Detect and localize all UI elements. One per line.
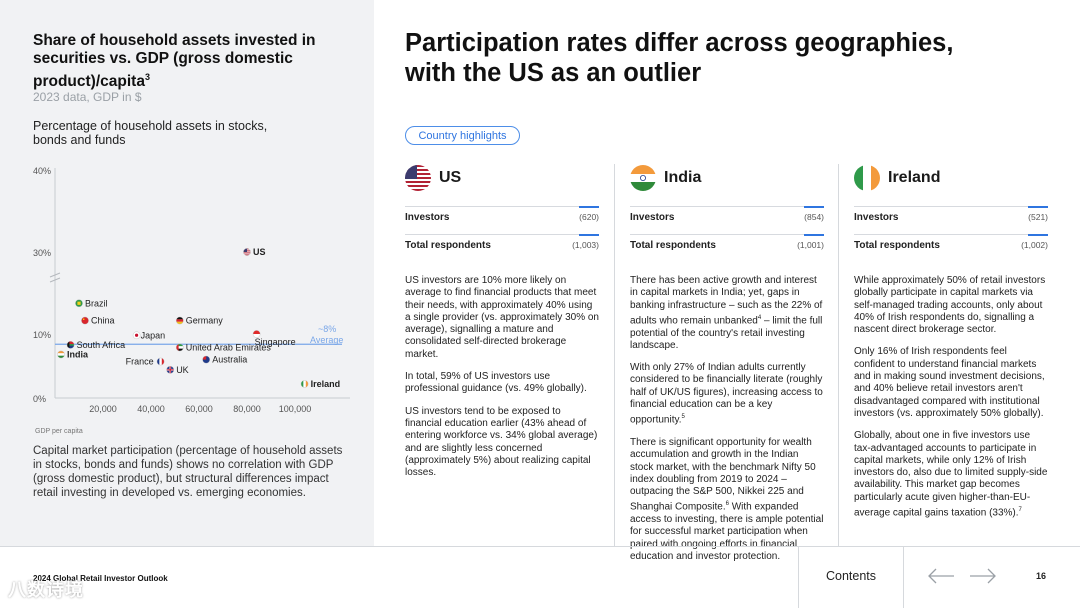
country-highlights-tag[interactable]: Country highlights bbox=[405, 126, 520, 145]
paragraph: Only 16% of Irish respondents feel confi… bbox=[854, 346, 1045, 419]
country-card-ireland: Ireland Investors (521) Total respondents… bbox=[854, 164, 1048, 530]
point-label: Singapore bbox=[255, 337, 296, 347]
paragraph: With only 27% of Indian adults currently… bbox=[630, 362, 823, 426]
y-tick-label: 10% bbox=[33, 330, 51, 340]
y-tick-label: 30% bbox=[33, 248, 51, 258]
column-divider bbox=[838, 164, 839, 546]
x-axis-caption: GDP per capita bbox=[35, 428, 83, 435]
point-label: South Africa bbox=[77, 340, 126, 350]
axis-break-mark bbox=[49, 272, 61, 283]
point-label: Japan bbox=[141, 330, 166, 340]
respondents-stat: Total respondents (1,002) bbox=[854, 234, 1048, 262]
page-number: 16 bbox=[1036, 571, 1047, 581]
footer-bar bbox=[0, 546, 1080, 609]
data-point-brazil: Brazil bbox=[75, 298, 108, 308]
scatter-chart: 0% 10% 30% 40% 20,000 40,000 60,000 80,000 100,0… bbox=[33, 166, 350, 414]
point-label: India bbox=[67, 349, 89, 359]
footer-divider bbox=[903, 546, 904, 608]
data-point-singapore: Singapore bbox=[252, 330, 296, 347]
point-label: Australia bbox=[212, 355, 247, 365]
point-label: Brazil bbox=[85, 298, 108, 308]
data-point-australia: Australia bbox=[202, 355, 247, 365]
page-title: Participation rates differ across geogra… bbox=[405, 29, 954, 87]
india-flag-icon bbox=[630, 165, 656, 191]
country-name: Ireland bbox=[888, 169, 941, 186]
country-header: US bbox=[405, 164, 599, 192]
data-point-japan: Japan bbox=[132, 330, 166, 340]
paragraph: US investors tend to be exposed to finan… bbox=[405, 405, 598, 479]
country-body: US investors are 10% more likely on aver… bbox=[405, 275, 599, 479]
contents-link[interactable]: Contents bbox=[826, 569, 877, 583]
us-flag-icon bbox=[405, 165, 431, 191]
y-tick-label: 0% bbox=[33, 394, 46, 404]
country-header: Ireland bbox=[854, 164, 1048, 192]
ireland-flag-icon bbox=[854, 165, 880, 191]
point-label: United Arab Emirates bbox=[186, 342, 272, 352]
data-point-south-africa: South Africa bbox=[66, 340, 126, 350]
x-tick-label: 20,000 bbox=[89, 404, 117, 414]
country-header: India bbox=[630, 164, 824, 192]
point-label: China bbox=[91, 316, 115, 326]
chart-panel bbox=[0, 0, 374, 546]
watermark: 八数诗境 bbox=[8, 580, 84, 600]
investors-stat: Investors (521) bbox=[854, 206, 1048, 234]
y-axis-description: Percentage of household assets in stocks… bbox=[33, 119, 268, 147]
publication-name: 2024 Global Retail Investor Outlook bbox=[33, 574, 168, 583]
investors-stat: Investors (854) bbox=[630, 206, 824, 234]
paragraph: While approximately 50% of retail invest… bbox=[854, 275, 1046, 336]
footnote-marker: 3 bbox=[144, 72, 150, 82]
country-name: India bbox=[664, 169, 702, 186]
chart-subtitle: 2023 data, GDP in $ bbox=[33, 90, 142, 104]
paragraph: Globally, about one in five investors us… bbox=[854, 430, 1048, 519]
chart-title: Share of household assets invested in se… bbox=[33, 32, 316, 91]
x-tick-label: 40,000 bbox=[137, 404, 165, 414]
data-point-germany: Germany bbox=[175, 316, 224, 326]
respondents-stat: Total respondents (1,003) bbox=[405, 234, 599, 262]
x-tick-label: 80,000 bbox=[233, 404, 261, 414]
average-label: Average bbox=[310, 335, 343, 345]
point-label: UK bbox=[176, 365, 189, 375]
point-label: Germany bbox=[186, 316, 224, 326]
arrow-left-icon[interactable] bbox=[926, 567, 956, 585]
arrow-right-icon[interactable] bbox=[968, 567, 998, 585]
data-point-ireland: Ireland bbox=[300, 379, 341, 389]
x-tick-label: 100,000 bbox=[279, 404, 312, 414]
country-card-india: India Investors (854) Total respondents (1… bbox=[630, 164, 824, 573]
country-body: While approximately 50% of retail invest… bbox=[854, 275, 1048, 520]
country-body: There has been active growth and interes… bbox=[630, 275, 824, 563]
y-tick-label: 40% bbox=[33, 166, 51, 176]
data-point-china: China bbox=[81, 316, 115, 326]
point-label: France bbox=[126, 357, 154, 367]
paragraph: There has been active growth and interes… bbox=[630, 275, 823, 351]
chart-footnote: Capital market participation (percentage… bbox=[33, 445, 343, 499]
point-label: US bbox=[253, 247, 266, 257]
respondents-stat: Total respondents (1,001) bbox=[630, 234, 824, 262]
data-point-united-arab-emirates: United Arab Emirates bbox=[175, 342, 272, 352]
column-divider bbox=[614, 164, 615, 546]
investors-stat: Investors (620) bbox=[405, 206, 599, 234]
point-label: Ireland bbox=[311, 379, 341, 389]
data-point-france: France bbox=[126, 357, 165, 367]
average-label: ~8% bbox=[318, 324, 336, 334]
data-point-india: India bbox=[57, 349, 89, 359]
paragraph: There is significant opportunity for wea… bbox=[630, 436, 824, 562]
country-card-us: US Investors (620) Total respondents (1,00… bbox=[405, 164, 599, 489]
footer-divider bbox=[798, 546, 799, 608]
country-name: US bbox=[439, 169, 462, 186]
x-tick-label: 60,000 bbox=[185, 404, 213, 414]
data-point-uk: UK bbox=[166, 365, 189, 375]
data-point-us: US bbox=[243, 247, 266, 257]
paragraph: In total, 59% of US investors use profes… bbox=[405, 371, 587, 395]
paragraph: US investors are 10% more likely on aver… bbox=[405, 275, 599, 360]
